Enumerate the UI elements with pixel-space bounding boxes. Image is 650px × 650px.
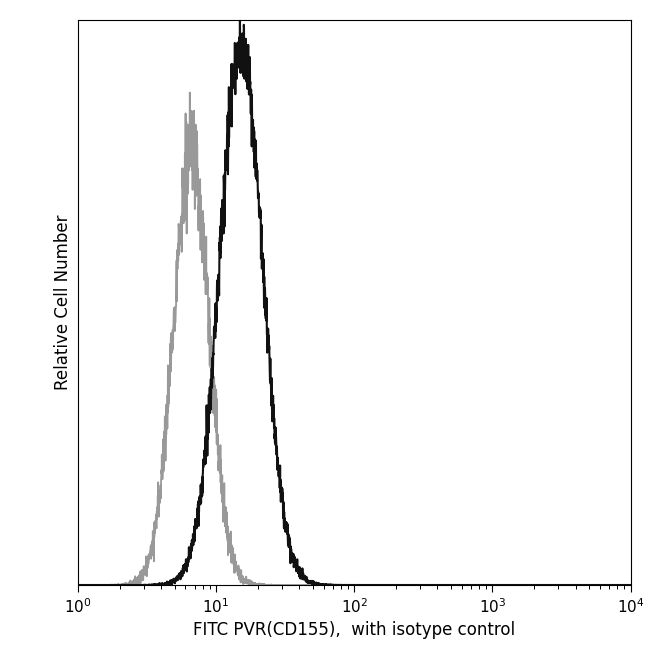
Y-axis label: Relative Cell Number: Relative Cell Number [55,214,72,390]
X-axis label: FITC PVR(CD155),  with isotype control: FITC PVR(CD155), with isotype control [193,621,515,639]
